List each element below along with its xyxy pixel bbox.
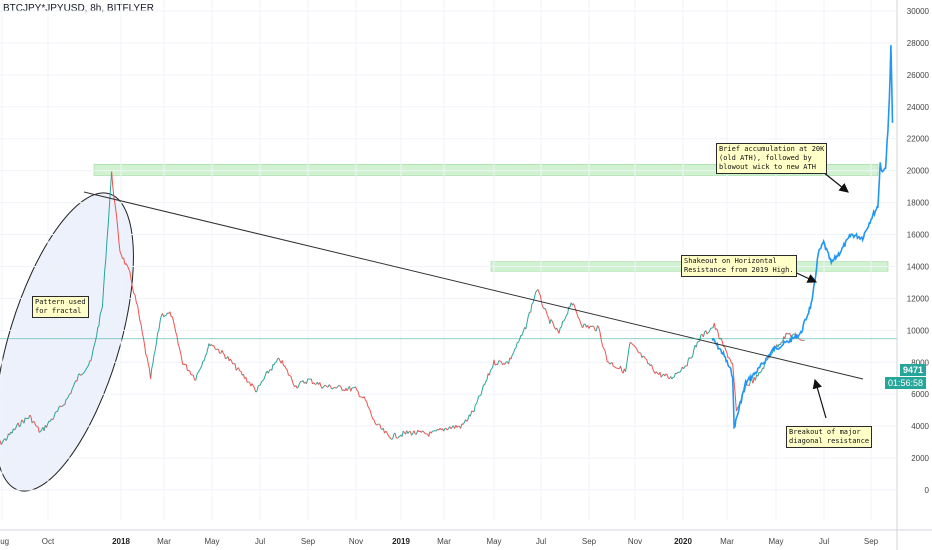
symbol-title: BTCJPY*JPYUSD, 8h, BITFLYER [3, 3, 154, 14]
diagonal-resistance-line [83, 191, 864, 380]
x-tick-label: Jul [255, 537, 265, 546]
x-tick-label: Jul [536, 537, 546, 546]
y-tick-label: 30000 [907, 7, 930, 16]
y-tick-label: 12000 [907, 294, 930, 303]
y-tick-label: 22000 [907, 135, 930, 144]
bar-countdown-badge: 01:56:58 [884, 377, 926, 389]
last-price-badge: 9471 [899, 364, 926, 376]
x-tick-label: 2020 [674, 537, 692, 546]
y-tick-label: 6000 [911, 390, 929, 399]
fractal-pattern-note: Pattern used for fractal [32, 296, 89, 318]
x-tick-label: 2019 [392, 537, 410, 546]
x-tick-label: Nov [349, 537, 363, 546]
x-tick-label: Sep [582, 537, 597, 546]
breakout-note: Breakout of major diagonal resistance [786, 426, 873, 448]
y-tick-label: 0 [925, 486, 930, 495]
fractal-projection-series [711, 45, 894, 430]
price-series-down [0, 171, 804, 445]
accumulation-note: Brief accumulation at 20K (old ATH), fol… [716, 143, 828, 174]
y-tick-label: 4000 [911, 422, 929, 431]
y-tick-label: 10000 [907, 326, 930, 335]
x-tick-label: May [204, 537, 219, 546]
x-tick-label: 2018 [112, 537, 130, 546]
x-tick-label: Mar [720, 537, 734, 546]
x-tick-label: Mar [437, 537, 451, 546]
y-tick-label: 14000 [907, 262, 930, 271]
y-tick-label: 18000 [907, 199, 930, 208]
y-tick-label: 26000 [907, 71, 930, 80]
x-tick-label: Aug [0, 537, 9, 546]
shakeout-note: Shakeout on Horizontal Resistance from 2… [681, 255, 797, 277]
x-tick-label: May [486, 537, 501, 546]
x-tick-label: Mar [157, 537, 171, 546]
x-tick-label: Oct [42, 537, 55, 546]
x-tick-label: Sep [301, 537, 316, 546]
x-tick-label: Sep [864, 537, 879, 546]
y-tick-label: 2000 [911, 454, 929, 463]
resistance-zone [93, 163, 879, 176]
y-tick-label: 20000 [907, 167, 930, 176]
x-tick-label: Nov [628, 537, 642, 546]
x-tick-label: Jul [819, 537, 829, 546]
y-tick-label: 8000 [911, 358, 929, 367]
y-tick-label: 16000 [907, 231, 930, 240]
fractal-ellipse [0, 192, 134, 492]
x-tick-label: May [768, 537, 783, 546]
y-tick-label: 24000 [907, 103, 930, 112]
breakout-arrow [812, 378, 827, 419]
price-series-up [0, 171, 805, 445]
y-tick-label: 28000 [907, 39, 930, 48]
